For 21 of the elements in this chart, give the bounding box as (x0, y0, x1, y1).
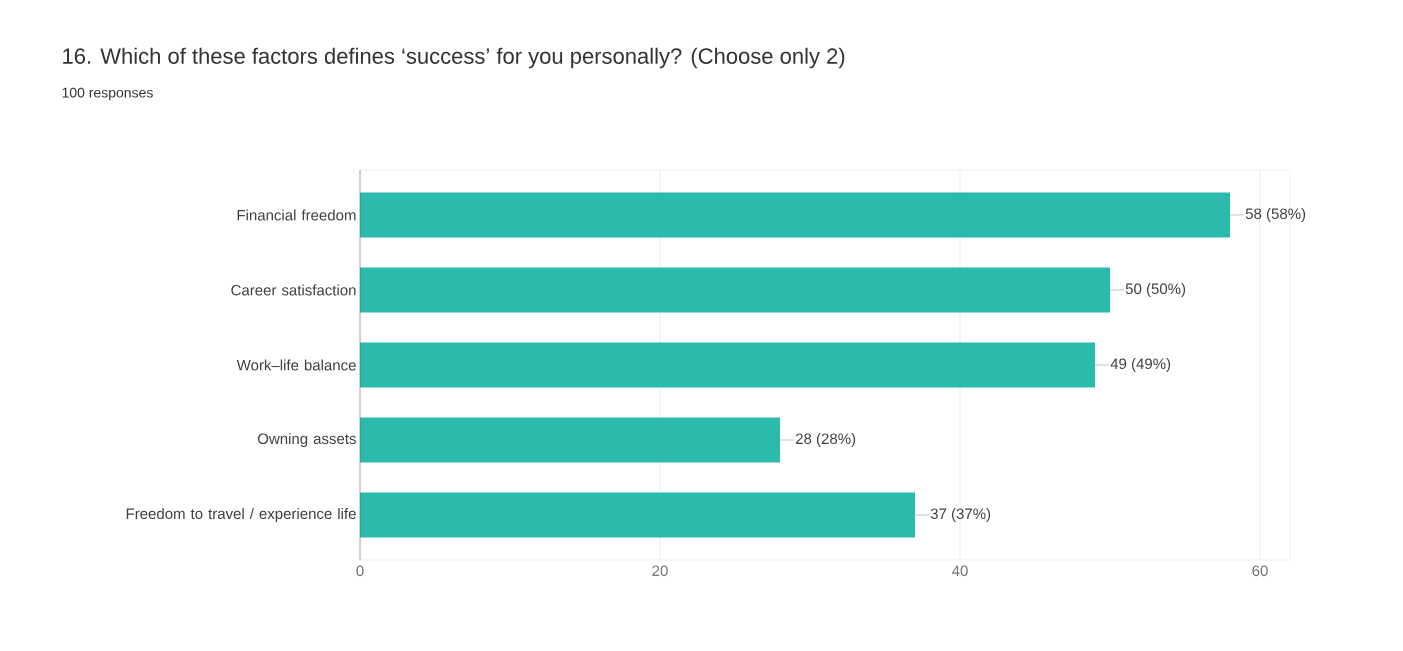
text: 100 responses (62, 87, 153, 101)
data-label: 49 (49%) (1110, 358, 1171, 372)
x-tick-label: 60 (1252, 565, 1268, 577)
data-label: 28 (28%) (795, 433, 856, 447)
data-label: 50 (50%) (1125, 283, 1186, 297)
bar (360, 192, 1230, 238)
data-label: 58 (58%) (1245, 208, 1306, 222)
y-tick-label: Work–life balance (236, 359, 356, 371)
y-tick-label: Freedom to travel / experience life (126, 508, 356, 522)
x-tick-label: 20 (652, 565, 668, 577)
y-tick-label: Financial freedom (237, 209, 356, 221)
data-label: 37 (37%) (930, 508, 991, 522)
x-tick-label: 0 (356, 565, 364, 577)
y-tick-label: Career satisfaction (231, 284, 356, 296)
x-tick-label: 40 (952, 565, 968, 577)
bar (360, 342, 1095, 388)
bar (360, 267, 1110, 313)
chart-title: 16. Which of these factors defines ‘success’ for you personally? (Choose only 2) (63, 47, 845, 69)
bar (360, 417, 780, 463)
y-tick-label: Owning assets (257, 433, 356, 447)
bar (360, 492, 915, 538)
